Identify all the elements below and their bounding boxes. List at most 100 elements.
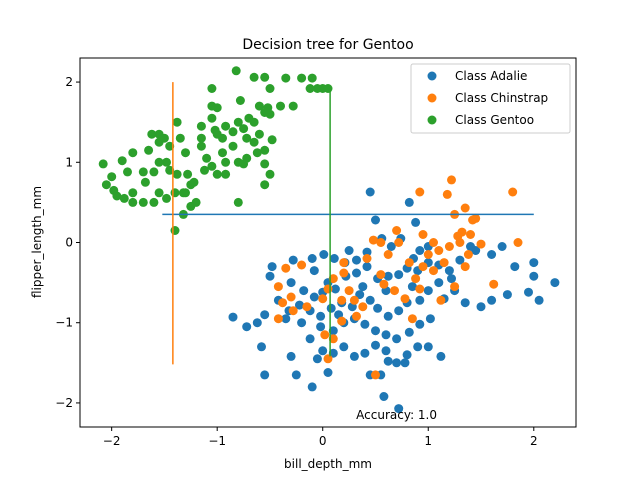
data-point bbox=[228, 312, 238, 322]
data-point bbox=[394, 404, 404, 414]
data-point bbox=[165, 165, 175, 175]
data-point bbox=[407, 314, 417, 324]
legend-label: Class Adalie bbox=[455, 69, 527, 83]
data-point bbox=[265, 84, 275, 93]
data-point bbox=[109, 185, 119, 195]
data-point bbox=[181, 188, 190, 198]
data-point bbox=[400, 358, 410, 368]
x-tick-label: 2 bbox=[530, 434, 538, 448]
data-point bbox=[339, 258, 349, 268]
data-point bbox=[392, 334, 402, 344]
data-point bbox=[415, 284, 425, 294]
y-tick-label: 0 bbox=[65, 236, 73, 250]
data-point bbox=[352, 255, 361, 265]
y-tick-label: −2 bbox=[55, 396, 73, 410]
data-point bbox=[365, 295, 375, 305]
data-point bbox=[358, 282, 368, 292]
data-point bbox=[487, 250, 497, 259]
data-point bbox=[489, 279, 499, 289]
data-point bbox=[415, 246, 425, 255]
data-point bbox=[221, 157, 231, 167]
data-point bbox=[159, 133, 169, 143]
data-point bbox=[307, 254, 317, 263]
data-point bbox=[442, 189, 452, 199]
data-point bbox=[254, 101, 264, 111]
data-point bbox=[329, 254, 339, 263]
data-point bbox=[337, 295, 347, 305]
data-point bbox=[460, 262, 470, 272]
data-point bbox=[181, 148, 190, 158]
data-point bbox=[267, 135, 277, 145]
x-tick-label: −1 bbox=[208, 434, 226, 448]
series-class-adalie bbox=[228, 187, 560, 414]
data-point bbox=[305, 84, 315, 93]
data-point bbox=[502, 290, 512, 300]
data-point bbox=[252, 318, 262, 328]
y-tick-label: 2 bbox=[65, 75, 73, 89]
data-point bbox=[404, 258, 414, 268]
x-axis-label: bill_depth_mm bbox=[284, 457, 372, 471]
data-point bbox=[212, 103, 222, 113]
data-point bbox=[242, 322, 252, 332]
data-point bbox=[513, 238, 523, 247]
data-point bbox=[260, 370, 270, 380]
data-point bbox=[423, 250, 433, 259]
data-point bbox=[170, 188, 180, 198]
series-class-gentoo bbox=[98, 66, 333, 235]
data-point bbox=[273, 282, 283, 292]
data-point bbox=[407, 282, 417, 292]
series-class-chinstrap bbox=[273, 175, 523, 380]
data-point bbox=[154, 157, 164, 167]
data-point bbox=[436, 351, 446, 361]
data-point bbox=[212, 169, 222, 179]
data-point bbox=[476, 302, 486, 312]
data-point bbox=[221, 169, 231, 179]
data-point bbox=[252, 148, 262, 158]
y-axis: −2 −1 0 1 2 bbox=[55, 75, 80, 410]
data-point bbox=[404, 197, 414, 207]
legend-marker bbox=[427, 93, 437, 103]
chart-title: Decision tree for Gentoo bbox=[242, 37, 413, 53]
data-point bbox=[550, 278, 560, 288]
data-point bbox=[218, 133, 227, 143]
data-point bbox=[291, 370, 301, 380]
data-point bbox=[138, 167, 148, 177]
data-point bbox=[235, 96, 245, 105]
data-point bbox=[429, 238, 438, 247]
data-point bbox=[349, 295, 359, 305]
data-point bbox=[339, 268, 349, 278]
data-point bbox=[281, 263, 291, 273]
data-point bbox=[447, 274, 456, 284]
data-point bbox=[260, 72, 270, 82]
data-point bbox=[265, 271, 275, 281]
data-point bbox=[249, 72, 259, 82]
data-point bbox=[358, 302, 368, 312]
data-point bbox=[413, 342, 423, 352]
data-point bbox=[339, 342, 349, 352]
data-point bbox=[117, 156, 127, 166]
data-point bbox=[460, 298, 470, 308]
plot-area bbox=[98, 66, 560, 414]
data-point bbox=[196, 121, 206, 131]
data-point bbox=[447, 175, 456, 185]
data-point bbox=[175, 133, 185, 143]
data-point bbox=[415, 187, 425, 197]
data-point bbox=[309, 266, 319, 276]
data-point bbox=[352, 268, 361, 278]
data-point bbox=[381, 330, 391, 340]
data-point bbox=[524, 287, 533, 297]
data-point bbox=[362, 247, 372, 257]
data-point bbox=[231, 66, 241, 76]
data-point bbox=[263, 103, 273, 113]
data-point bbox=[328, 326, 338, 336]
data-point bbox=[186, 201, 196, 211]
data-point bbox=[460, 203, 470, 213]
data-point bbox=[273, 314, 283, 324]
data-point bbox=[221, 121, 231, 131]
data-point bbox=[411, 217, 421, 227]
data-point bbox=[444, 242, 454, 251]
data-point bbox=[154, 188, 164, 198]
data-point bbox=[383, 356, 393, 366]
data-point bbox=[423, 342, 433, 352]
data-point bbox=[455, 238, 465, 247]
